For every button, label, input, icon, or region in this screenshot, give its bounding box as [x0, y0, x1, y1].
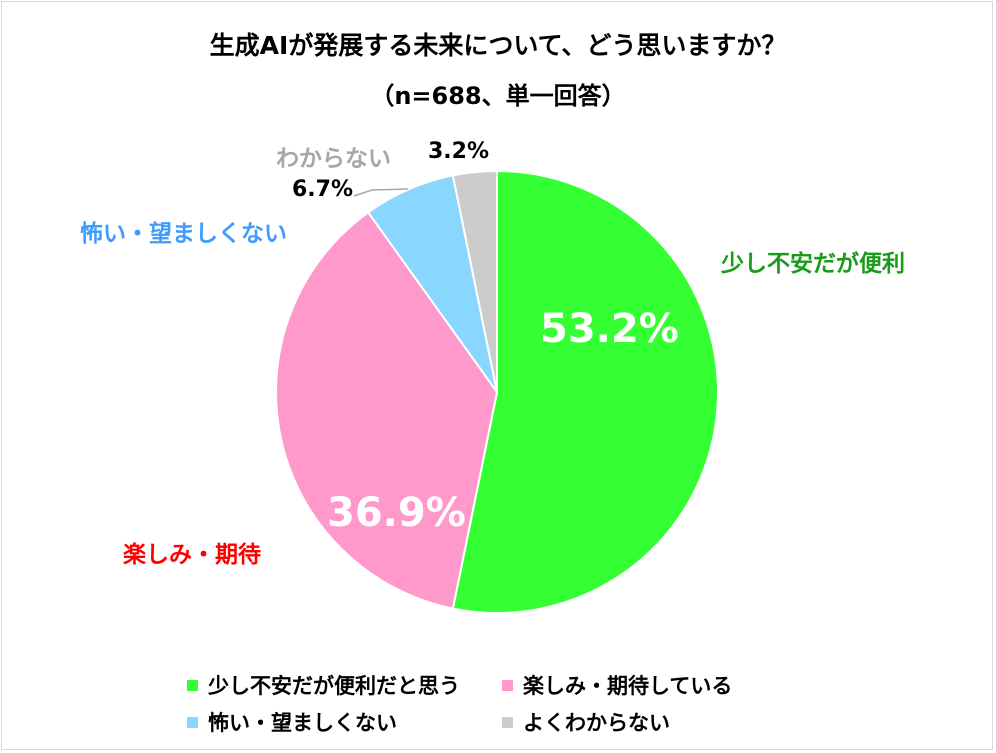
data-label-benri: 53.2%	[540, 306, 679, 352]
legend-item-kowai: 怖い・望ましくない	[187, 707, 397, 737]
legend-swatch	[187, 717, 198, 728]
data-label-kitai: 36.9%	[327, 490, 466, 536]
category-label-kowai: 怖い・望ましくない	[80, 221, 287, 247]
data-label-wakaranai: 3.2%	[428, 139, 490, 164]
legend-label: よくわからない	[523, 711, 670, 735]
slice-wakaranai	[451, 169, 498, 393]
chart-subtitle: （n=688、単一回答）	[370, 82, 626, 110]
slice-kitai	[275, 210, 499, 610]
legend-label: 少し不安だが便利だと思う	[208, 674, 460, 698]
legend-label: 楽しみ・期待している	[523, 674, 733, 698]
legend-swatch	[187, 680, 198, 691]
slice-benri	[451, 169, 719, 614]
data-label-kowai: 6.7%	[292, 177, 354, 202]
legend-swatch	[502, 680, 513, 691]
legend-item-benri: 少し不安だが便利だと思う	[187, 670, 460, 700]
leader-line	[353, 188, 409, 197]
category-label-kitai: 楽しみ・期待	[123, 542, 261, 568]
category-label-benri: 少し不安だが便利	[721, 251, 905, 277]
chart-title: 生成AIが発展する未来について、どう思いますか？	[209, 31, 787, 60]
category-label-wakaranai: わからない	[276, 146, 391, 172]
legend-item-kitai: 楽しみ・期待している	[502, 670, 732, 700]
legend-label: 怖い・望ましくない	[208, 711, 397, 735]
legend-item-wakaranai: よくわからない	[502, 707, 670, 737]
legend-swatch	[502, 717, 513, 728]
